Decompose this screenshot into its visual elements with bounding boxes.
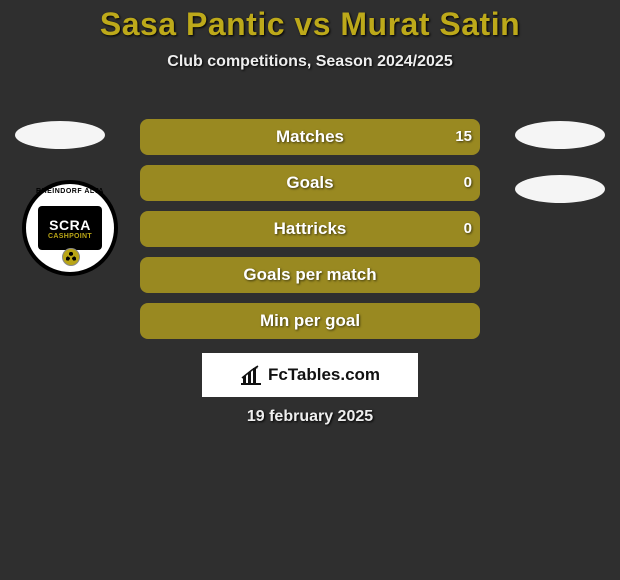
player2-club-placeholder xyxy=(515,175,605,203)
page-title: Sasa Pantic vs Murat Satin xyxy=(0,0,620,43)
footer-date: 19 february 2025 xyxy=(0,408,620,426)
stat-bar-label: Hattricks xyxy=(140,211,480,247)
fctables-logo-text: FcTables.com xyxy=(268,365,380,385)
club-badge-ball-icon xyxy=(62,248,80,266)
stat-bar-row: Matches15 xyxy=(140,119,480,155)
stat-bar-label: Matches xyxy=(140,119,480,155)
stat-bar-label: Goals xyxy=(140,165,480,201)
stat-bar-row: Hattricks0 xyxy=(140,211,480,247)
stat-bar-label: Min per goal xyxy=(140,303,480,339)
stat-bar-label: Goals per match xyxy=(140,257,480,293)
stat-bar-value-right: 15 xyxy=(455,119,472,155)
stat-bar-value-right: 0 xyxy=(464,211,472,247)
club-badge-arc-text: RHEINDORF ALTA xyxy=(26,188,114,195)
player1-avatar-placeholder xyxy=(15,121,105,149)
player2-avatar-placeholder xyxy=(515,121,605,149)
stat-bar-value-right: 0 xyxy=(464,165,472,201)
stat-bar-row: Min per goal xyxy=(140,303,480,339)
fctables-logo: FcTables.com xyxy=(202,353,418,397)
page-subtitle: Club competitions, Season 2024/2025 xyxy=(0,53,620,71)
club-badge-line2: CASHPOINT xyxy=(48,233,92,240)
stat-bar-row: Goals per match xyxy=(140,257,480,293)
club-badge-line1: SCRA xyxy=(49,217,91,233)
bar-chart-icon xyxy=(240,365,262,385)
club-badge-inner: SCRA CASHPOINT xyxy=(38,206,102,250)
stat-bars: Matches15Goals0Hattricks0Goals per match… xyxy=(140,119,480,349)
player1-club-badge: RHEINDORF ALTA SCRA CASHPOINT xyxy=(22,180,118,276)
stat-bar-row: Goals0 xyxy=(140,165,480,201)
